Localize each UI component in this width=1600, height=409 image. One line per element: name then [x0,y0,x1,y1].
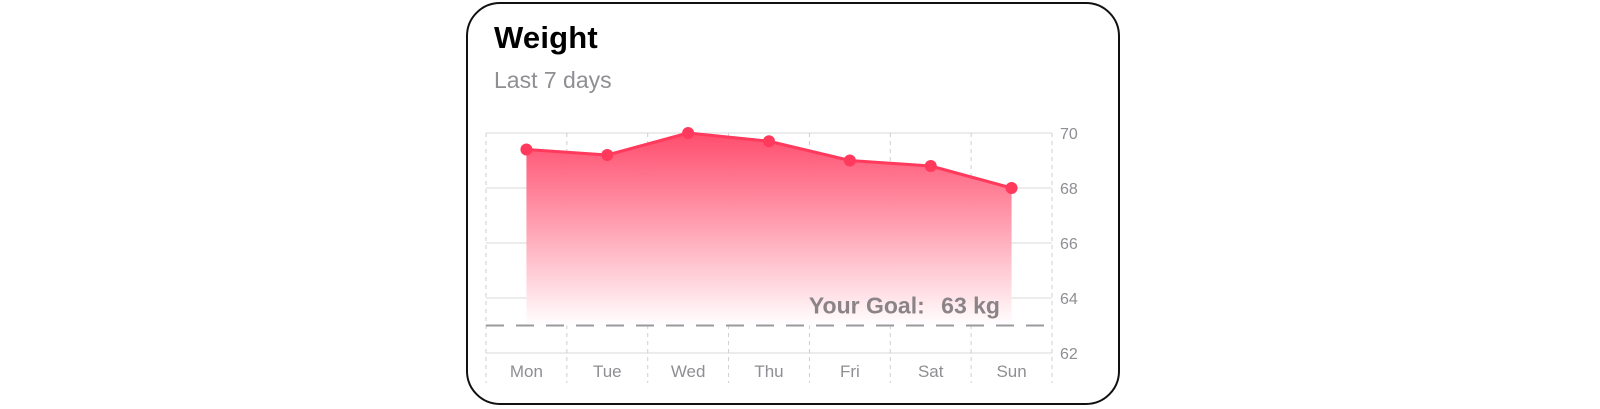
x-tick-label: Sun [996,362,1026,381]
data-point-fri [843,154,856,167]
y-tick-label: 68 [1060,181,1078,198]
data-point-mon [520,143,533,156]
x-tick-label: Sat [918,362,944,381]
goal-layer: Your Goal: 63 kg [486,293,1052,327]
y-tick-label: 62 [1060,346,1078,363]
data-point-thu [763,135,775,148]
y-axis-ticks: 62 64 66 68 70 [1060,126,1078,363]
goal-label-prefix: Your Goal: [809,293,925,319]
x-tick-label: Fri [840,362,860,381]
data-point-tue [601,149,614,161]
weight-chart: Your Goal: 63 kg 62 64 66 68 70 Mon Tue Wed Thu… [485,126,1078,383]
data-point-wed [682,127,695,139]
card-title: Weight [494,20,598,55]
chart-area-layer [526,133,1012,326]
x-tick-label: Thu [754,362,783,381]
x-axis-ticks: Mon Tue Wed Thu Fri Sat Sun [510,362,1027,381]
data-point-sat [924,160,937,172]
x-tick-label: Mon [510,362,543,381]
chart-line-layer [520,127,1018,194]
y-tick-label: 66 [1060,236,1078,253]
data-point-sun [1005,182,1018,194]
x-tick-label: Wed [671,362,706,381]
goal-label-value: 63 kg [941,293,1000,319]
x-tick-label: Tue [593,362,622,381]
y-tick-label: 64 [1060,291,1078,308]
weight-area-fill [526,133,1012,326]
weight-card: Weight Last 7 days Your Goal: 63 kg 62 64… [466,2,1120,405]
goal-label: Your Goal: 63 kg [809,293,1000,319]
card-subtitle: Last 7 days [494,67,612,93]
y-tick-label: 70 [1060,126,1078,143]
